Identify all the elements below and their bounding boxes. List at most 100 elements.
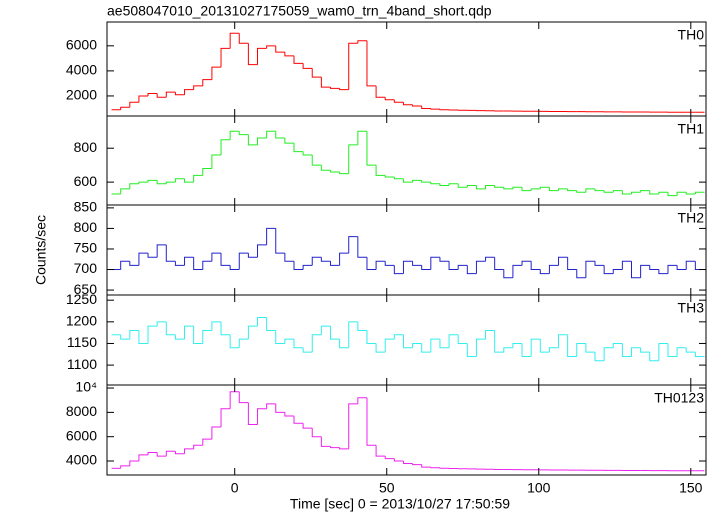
step-bin — [275, 45, 285, 53]
step-bin — [165, 181, 176, 184]
step-bin — [165, 244, 176, 262]
panel-label: TH1 — [678, 121, 705, 137]
step-bin — [302, 151, 313, 156]
step-bin — [138, 181, 149, 184]
step-bin — [430, 182, 440, 185]
step-bin — [457, 264, 468, 270]
step-bin — [284, 52, 294, 57]
y-tick-label: 750 — [74, 240, 98, 256]
step-bin — [612, 269, 623, 274]
step-bin — [275, 131, 285, 139]
step-bin — [439, 109, 450, 111]
step-bin — [156, 321, 167, 327]
step-bin — [320, 325, 331, 335]
step-bin — [375, 260, 386, 270]
step-bin — [238, 131, 249, 136]
step-bin — [120, 106, 130, 110]
step-bin — [402, 461, 413, 464]
step-bin — [120, 188, 130, 194]
step-bin — [266, 317, 276, 331]
step-bin — [129, 183, 139, 189]
step-bin — [448, 261, 459, 271]
step-bin — [211, 154, 222, 169]
step-bin — [193, 174, 203, 183]
step-bin — [539, 339, 550, 353]
step-bin — [184, 178, 194, 183]
step-bin — [494, 257, 504, 271]
y-tick-label: 1200 — [66, 313, 97, 329]
step-bin — [530, 338, 541, 357]
step-bin — [485, 256, 495, 262]
step-bin — [640, 347, 650, 353]
step-bin — [676, 347, 687, 357]
step-bin — [238, 338, 249, 348]
y-tick-label: 1250 — [66, 291, 97, 307]
step-bin — [184, 256, 194, 266]
panel-frame — [106, 204, 707, 296]
step-bin — [439, 183, 450, 187]
step-bin — [640, 190, 650, 193]
step-bin — [485, 185, 495, 189]
step-bin — [156, 180, 167, 185]
step-bin — [558, 334, 568, 348]
step-bin — [293, 339, 304, 349]
step-bin — [339, 447, 349, 450]
step-bin — [375, 165, 386, 176]
step-bin — [366, 131, 377, 166]
step-bin — [384, 338, 395, 353]
step-bin — [311, 334, 322, 353]
step-bin — [384, 456, 395, 460]
panel-frame — [106, 294, 707, 386]
panel-frame — [106, 384, 707, 476]
step-bin — [293, 261, 304, 271]
step-bin — [302, 423, 313, 429]
panel-label: TH2 — [678, 210, 705, 226]
step-bin — [494, 330, 504, 353]
y-tick-label: 600 — [74, 173, 98, 189]
step-bin — [156, 93, 167, 98]
step-bin — [129, 329, 139, 340]
step-bin — [193, 444, 203, 449]
step-bin — [329, 326, 340, 340]
step-bin — [567, 188, 577, 192]
step-bin — [402, 334, 413, 349]
step-bin — [129, 460, 139, 466]
step-bin — [238, 252, 249, 270]
step-bin — [266, 130, 276, 139]
step-bin — [220, 47, 231, 68]
step-bin — [220, 139, 231, 155]
step-bin — [129, 261, 139, 266]
step-bin — [320, 77, 331, 88]
step-bin — [412, 463, 422, 466]
y-tick-label: 700 — [74, 260, 98, 276]
step-bin — [375, 445, 386, 457]
step-bin — [676, 191, 687, 196]
step-bin — [366, 40, 377, 87]
step-bin — [357, 236, 367, 258]
step-bin — [594, 352, 605, 362]
step-bin — [247, 253, 258, 258]
y-tick-label: 2000 — [66, 87, 97, 103]
step-bin — [339, 252, 349, 266]
step-bin — [229, 334, 240, 349]
step-bin — [421, 180, 431, 183]
step-bin — [284, 338, 294, 344]
y-tick-label: 6000 — [66, 427, 97, 443]
step-bin — [247, 402, 258, 426]
step-bin — [138, 95, 149, 103]
step-bin — [202, 260, 212, 270]
x-tick-label: 100 — [527, 480, 551, 496]
step-bin — [457, 183, 468, 188]
step-bin — [375, 343, 386, 353]
step-bin — [329, 446, 340, 449]
step-bin — [311, 256, 322, 266]
step-bin — [485, 329, 495, 340]
y-tick-label: 8000 — [66, 403, 97, 419]
step-bin — [421, 105, 431, 109]
step-bin — [257, 47, 267, 65]
step-bin — [348, 321, 358, 348]
step-bin — [202, 79, 212, 86]
step-bin — [238, 391, 249, 404]
step-bin — [247, 43, 258, 66]
step-bin — [667, 192, 678, 197]
